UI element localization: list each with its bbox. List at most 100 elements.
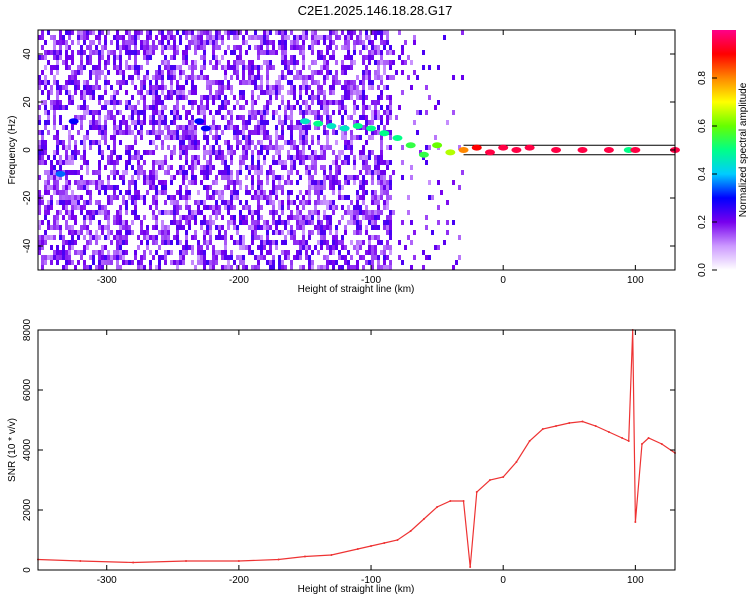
heat-cell: [368, 50, 371, 55]
heat-cell: [227, 100, 230, 105]
heat-cell: [197, 205, 200, 210]
heat-cell: [41, 145, 44, 150]
heat-cell: [443, 35, 446, 40]
heat-cell: [233, 105, 236, 110]
heat-cell: [242, 265, 245, 270]
heat-cell: [80, 70, 83, 75]
heat-cell: [326, 65, 329, 70]
heat-cell: [38, 225, 41, 230]
heat-cell: [287, 65, 290, 70]
heat-cell: [365, 75, 368, 80]
heat-cell: [389, 260, 392, 265]
heat-cell: [311, 35, 314, 40]
heat-cell: [308, 85, 311, 90]
heat-cell: [38, 250, 41, 255]
heat-cell: [176, 235, 179, 240]
heat-cell: [65, 255, 68, 260]
heat-cell: [65, 225, 68, 230]
heat-cell: [86, 80, 89, 85]
heat-cell: [203, 110, 206, 115]
heat-cell: [194, 50, 197, 55]
heat-cell: [185, 245, 188, 250]
heat-cell: [380, 140, 383, 145]
heat-cell: [320, 65, 323, 70]
heat-cell: [311, 50, 314, 55]
heat-cell: [296, 40, 299, 45]
heat-cell: [428, 180, 431, 185]
heat-cell: [281, 260, 284, 265]
heat-cell: [53, 75, 56, 80]
heat-cell: [140, 170, 143, 175]
heat-cell: [275, 140, 278, 145]
heat-cell: [299, 130, 302, 135]
heat-cell: [329, 180, 332, 185]
heat-cell: [317, 230, 320, 235]
heat-cell: [161, 165, 164, 170]
heat-cell: [353, 205, 356, 210]
heat-cell: [227, 145, 230, 150]
heat-cell: [287, 60, 290, 65]
heat-cell: [302, 125, 305, 130]
heat-cell: [230, 150, 233, 155]
heat-cell: [224, 175, 227, 180]
heat-cell: [161, 120, 164, 125]
heat-cell: [236, 140, 239, 145]
heat-cell: [152, 235, 155, 240]
heat-cell: [335, 140, 338, 145]
heat-cell: [335, 175, 338, 180]
heat-cell: [389, 210, 392, 215]
heat-cell: [125, 210, 128, 215]
heat-cell: [95, 120, 98, 125]
heat-cell: [335, 225, 338, 230]
heat-cell: [230, 200, 233, 205]
heat-cell: [113, 130, 116, 135]
spectrogram-x-ticks: -300 -200 -100 0 100: [97, 30, 644, 286]
heat-cell: [248, 75, 251, 80]
heat-cell: [290, 210, 293, 215]
heat-cell: [353, 60, 356, 65]
heat-cell: [380, 175, 383, 180]
heat-cell: [299, 215, 302, 220]
heat-cell: [242, 90, 245, 95]
heat-cell: [323, 145, 326, 150]
heat-cell: [362, 165, 365, 170]
heat-cell: [332, 40, 335, 45]
snr-series: [37, 329, 676, 568]
heat-cell: [335, 245, 338, 250]
heat-cell: [107, 185, 110, 190]
heat-cell: [305, 165, 308, 170]
heat-cell: [200, 75, 203, 80]
heat-cell: [62, 125, 65, 130]
heat-cell: [251, 240, 254, 245]
heat-cell: [137, 165, 140, 170]
heat-cell: [128, 150, 131, 155]
heat-cell: [269, 90, 272, 95]
heat-cell: [152, 45, 155, 50]
heat-cell: [155, 90, 158, 95]
heat-cell: [170, 75, 173, 80]
heat-cell: [104, 45, 107, 50]
heat-cell: [386, 40, 389, 45]
heat-cell: [407, 235, 410, 240]
heat-cell: [53, 250, 56, 255]
heat-cell: [176, 125, 179, 130]
heat-cell: [146, 180, 149, 185]
heat-cell: [152, 255, 155, 260]
heat-cell: [83, 185, 86, 190]
heat-cell: [158, 85, 161, 90]
heat-cell: [389, 135, 392, 140]
heat-cell: [77, 150, 80, 155]
heat-cell: [350, 210, 353, 215]
heat-cell: [374, 235, 377, 240]
heat-cell: [206, 40, 209, 45]
heat-cell: [251, 95, 254, 100]
heat-cell: [290, 85, 293, 90]
heat-cell: [389, 265, 392, 270]
heat-cell: [242, 135, 245, 140]
heat-cell: [221, 255, 224, 260]
heat-cell: [266, 135, 269, 140]
heat-cell: [149, 105, 152, 110]
heat-cell: [197, 250, 200, 255]
heat-cell: [107, 220, 110, 225]
heat-cell: [68, 240, 71, 245]
